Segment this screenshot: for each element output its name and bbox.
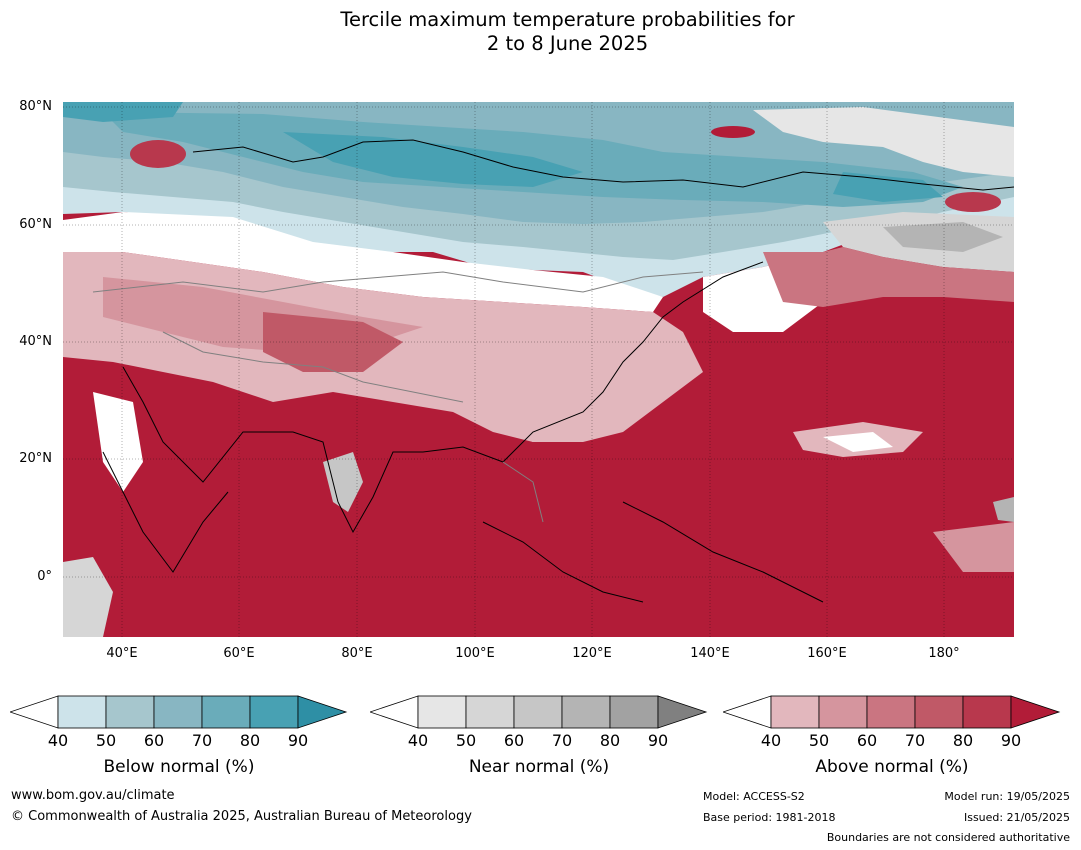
- below-tick-80: 80: [239, 731, 261, 750]
- below-tick-70: 70: [191, 731, 213, 750]
- above-tick-80: 80: [952, 731, 974, 750]
- above-normal-swatch-1: [770, 695, 820, 729]
- near-normal-40-northeast: [753, 107, 1014, 177]
- disclaimer-text: Boundaries are not considered authoritat…: [826, 831, 1070, 844]
- near-tick-70: 70: [551, 731, 573, 750]
- near-normal-swatch-2: [465, 695, 515, 729]
- colorbar-above-normal-scale: [723, 695, 1061, 729]
- map-title: Tercile maximum temperature probabilitie…: [0, 8, 1081, 56]
- copyright-text: © Commonwealth of Australia 2025, Austra…: [11, 809, 472, 824]
- near-tick-50: 50: [455, 731, 477, 750]
- near-normal-swatch-4: [561, 695, 611, 729]
- no-dominance-ocean-patch: [823, 432, 893, 452]
- above-normal-swatch-5: [962, 695, 1012, 729]
- near-normal-swatch-5: [609, 695, 659, 729]
- near-normal-60-india: [323, 452, 363, 512]
- near-normal-70-ocean-east: [993, 497, 1014, 522]
- above-normal-60-northeast: [763, 247, 1014, 307]
- near-normal-swatch-3: [513, 695, 563, 729]
- near-normal-title: Near normal (%): [468, 757, 610, 777]
- issued-text: Issued: 21/05/2025: [963, 811, 1070, 824]
- below-normal-swatch-2: [105, 695, 155, 729]
- near-normal-70-east: [883, 222, 1003, 252]
- above-tick-50: 50: [808, 731, 830, 750]
- graticule: [63, 102, 1014, 637]
- colorbar-above-normal: 40 50 60 70 80 90 Above normal (%): [723, 695, 1061, 777]
- below-normal-80-region: [283, 132, 583, 187]
- below-tick-90: 90: [287, 731, 309, 750]
- near-normal-swatch-1: [417, 695, 467, 729]
- near-tick-80: 80: [599, 731, 621, 750]
- title-line-2: 2 to 8 June 2025: [486, 32, 649, 55]
- below-normal-title: Below normal (%): [103, 757, 255, 777]
- lat-label-0: 0°: [37, 569, 52, 584]
- colorbar-below-normal-scale: [10, 695, 348, 729]
- lat-label-20n: 20°N: [19, 451, 52, 466]
- below-normal-swatch-6: [297, 695, 348, 729]
- above-normal-title: Above normal (%): [815, 757, 969, 777]
- colorbar-near-normal-scale: [370, 695, 708, 729]
- lon-label-100e: 100°E: [455, 646, 495, 661]
- above-normal-swatch-6: [1010, 695, 1061, 729]
- above-tick-90: 90: [1000, 731, 1022, 750]
- below-normal-swatch-4: [201, 695, 251, 729]
- above-normal-swatch-4: [914, 695, 964, 729]
- below-tick-50: 50: [95, 731, 117, 750]
- colorbar-near-normal: 40 50 60 70 80 90 Near normal (%): [370, 695, 708, 777]
- website-link[interactable]: www.bom.gov.au/climate: [11, 788, 175, 803]
- lon-label-180: 180°: [928, 646, 960, 661]
- probability-map: [63, 102, 1014, 637]
- lon-label-40e: 40°E: [106, 646, 138, 661]
- above-normal-50-ocean-east: [933, 522, 1014, 572]
- below-normal-swatch-3: [153, 695, 203, 729]
- lat-label-40n: 40°N: [19, 334, 52, 349]
- below-normal-80-region-east: [833, 172, 943, 202]
- lon-label-160e: 160°E: [807, 646, 847, 661]
- above-tick-70: 70: [904, 731, 926, 750]
- no-dominance-arabia: [93, 392, 143, 492]
- lon-label-120e: 120°E: [572, 646, 612, 661]
- near-tick-40: 40: [407, 731, 429, 750]
- above-tick-60: 60: [856, 731, 878, 750]
- above-normal-80-spot-scandinavia: [130, 140, 186, 168]
- lat-label-80n: 80°N: [19, 99, 52, 114]
- lat-label-60n: 60°N: [19, 217, 52, 232]
- near-tick-90: 90: [647, 731, 669, 750]
- below-normal-swatch-1: [57, 695, 107, 729]
- near-normal-swatch-6: [657, 695, 708, 729]
- lon-label-140e: 140°E: [690, 646, 730, 661]
- below-tick-40: 40: [47, 731, 69, 750]
- below-tick-60: 60: [143, 731, 165, 750]
- above-normal-swatch-3: [866, 695, 916, 729]
- lon-label-60e: 60°E: [223, 646, 255, 661]
- lon-label-80e: 80°E: [341, 646, 373, 661]
- above-normal-80-spot-chukotka: [945, 192, 1001, 212]
- colorbar-below-normal: 40 50 60 70 80 90 Below normal (%): [10, 695, 348, 777]
- model-text: Model: ACCESS-S2: [703, 790, 805, 803]
- title-line-1: Tercile maximum temperature probabilitie…: [340, 8, 795, 31]
- model-run-text: Model run: 19/05/2025: [944, 790, 1070, 803]
- country-borders: [92, 271, 704, 523]
- above-tick-40: 40: [760, 731, 782, 750]
- above-normal-90-spot-taymyr: [711, 126, 755, 138]
- no-dominance-band-north: [63, 212, 663, 312]
- below-normal-swatch-5: [249, 695, 299, 729]
- near-tick-60: 60: [503, 731, 525, 750]
- base-period-text: Base period: 1981-2018: [703, 811, 836, 824]
- coastlines: [102, 139, 1014, 603]
- above-normal-swatch-2: [818, 695, 868, 729]
